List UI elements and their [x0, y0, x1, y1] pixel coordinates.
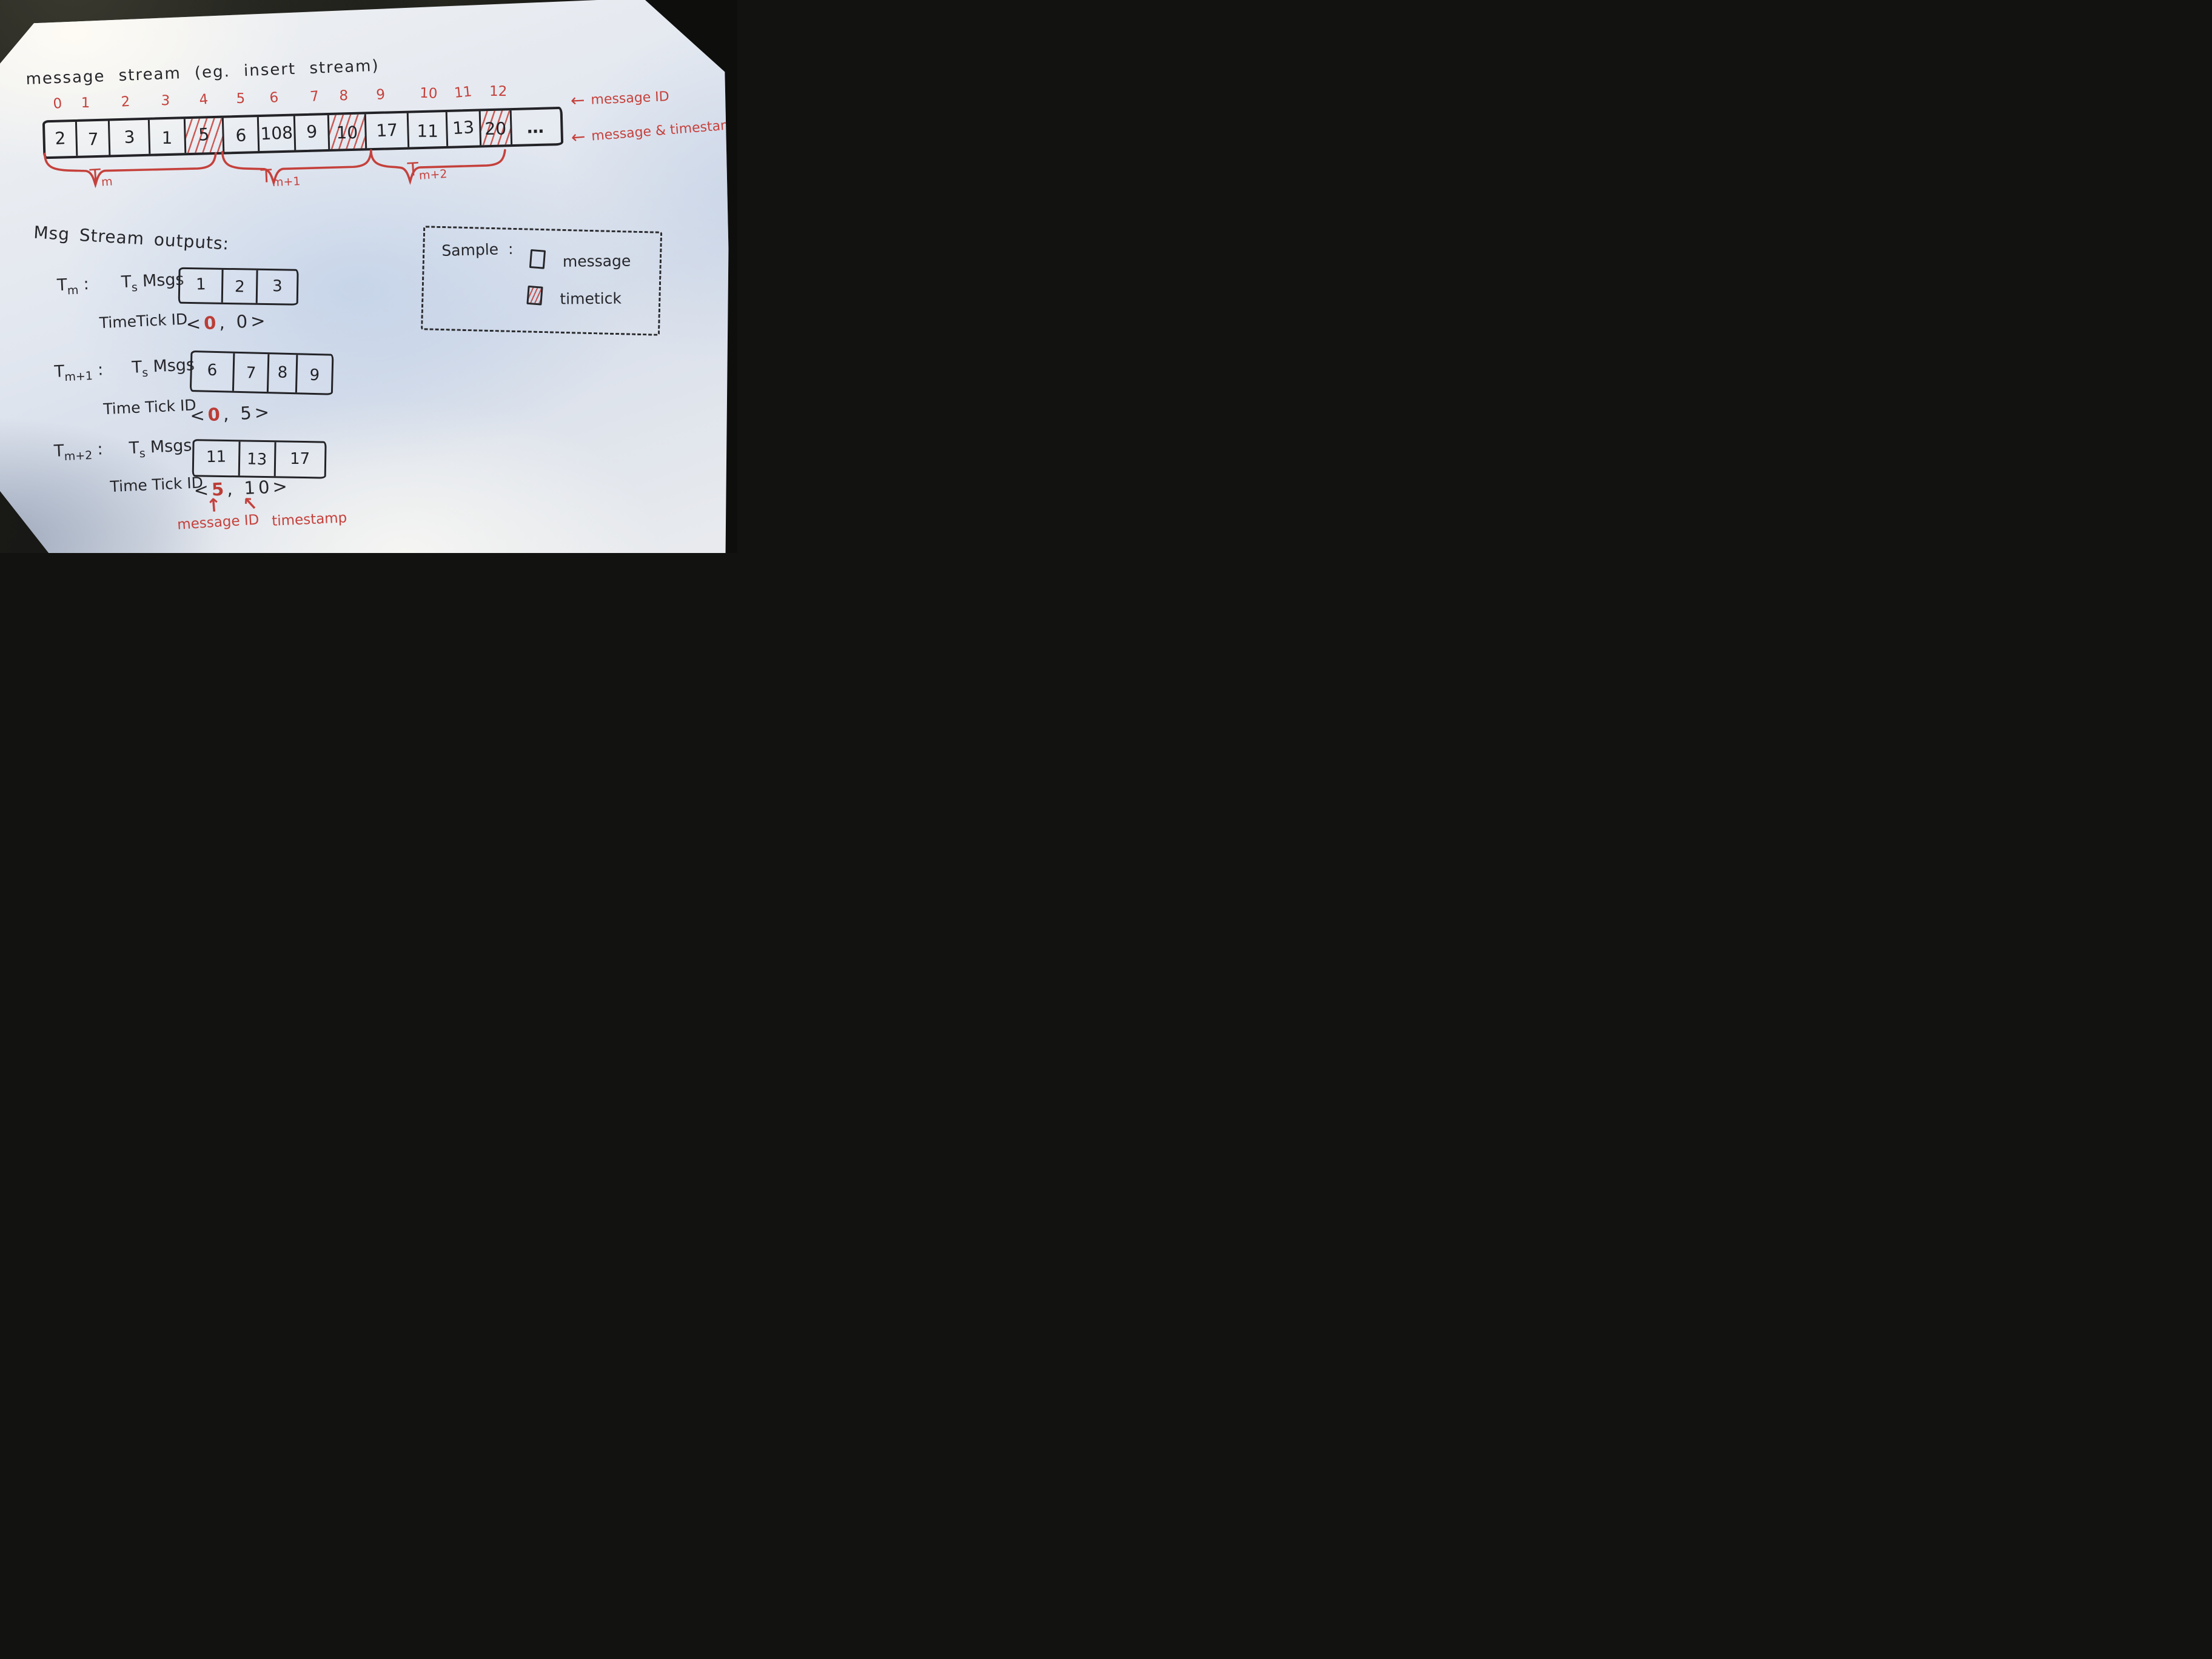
- output-msg-value: 13: [247, 450, 268, 469]
- window-braces: [44, 149, 506, 189]
- legend-message-label: message: [562, 252, 631, 270]
- output-msg-value: 8: [277, 363, 288, 382]
- timetick-id-value: <0, 5>: [190, 401, 273, 426]
- tick-close-bracket: >: [272, 475, 291, 497]
- ts-msgs-label-rest: Msgs: [144, 436, 193, 457]
- output-msg-cell: 3: [255, 270, 297, 304]
- tick-comma: ,: [226, 478, 245, 500]
- window-brace: [221, 150, 372, 187]
- ts-msgs-label-base: T: [129, 438, 140, 458]
- tick-message-id: 0: [203, 312, 220, 334]
- output-msg-cell: 11: [194, 441, 239, 475]
- output-window-label: Tm+2 :: [53, 440, 103, 464]
- output-row: Tm : Ts Msgs 1 2 3 TimeTick ID <0, 0>: [0, 0, 728, 335]
- tick-close-bracket: >: [253, 401, 273, 423]
- tick-message-id: 0: [207, 404, 224, 426]
- output-msg-value: 9: [309, 366, 320, 385]
- output-window-label-sub: m: [67, 283, 79, 298]
- up-arrow-icon: ↑: [205, 494, 223, 517]
- timetick-id-value: <0, 0>: [186, 310, 269, 334]
- output-window-label: Tm+1 :: [54, 360, 104, 384]
- output-msg-cell: 1: [180, 269, 222, 303]
- output-msg-cell: 2: [221, 269, 256, 303]
- ts-msgs-label: Ts Msgs: [121, 270, 184, 295]
- output-msg-cell: 17: [273, 442, 325, 477]
- output-msg-cell: 6: [192, 352, 233, 391]
- output-window-label-sub: m+1: [64, 369, 93, 384]
- tick-timestamp: 0: [235, 310, 251, 332]
- output-window-label-sub: m+2: [64, 449, 93, 464]
- output-msg-cell: 9: [295, 355, 332, 394]
- ts-msgs-label-base: T: [121, 272, 132, 292]
- output-msgs-box: 11 13 17: [192, 439, 327, 479]
- output-window-label-colon: :: [92, 440, 104, 459]
- output-msg-cell: 8: [266, 354, 297, 393]
- sample-legend-box: Sample : message timetick: [421, 226, 663, 336]
- ts-msgs-label: Ts Msgs: [129, 436, 192, 461]
- timetick-id-label: TimeTick ID: [99, 310, 188, 332]
- tick-timestamp: 5: [240, 402, 255, 424]
- output-window-label: Tm :: [56, 275, 89, 298]
- timetick-cell-icon: [526, 285, 543, 306]
- tick-close-bracket: >: [250, 310, 269, 332]
- output-msgs-box: 1 2 3: [178, 267, 299, 306]
- output-msg-value: 7: [245, 364, 256, 383]
- ts-msgs-label-rest: Msgs: [147, 355, 195, 377]
- message-cell-icon: [529, 249, 546, 269]
- output-msg-value: 1: [195, 275, 206, 294]
- output-window-label-colon: :: [78, 274, 90, 294]
- ts-msgs-label: Ts Msgs: [132, 355, 195, 380]
- legend-title: Sample :: [441, 240, 514, 260]
- tick-comma: ,: [223, 403, 241, 424]
- ts-msgs-label-rest: Msgs: [136, 270, 185, 291]
- output-msg-value: 11: [206, 447, 227, 467]
- timetick-id-label: Time Tick ID: [109, 474, 204, 496]
- output-msg-value: 6: [207, 361, 218, 380]
- output-msg-cell: 13: [238, 441, 275, 477]
- legend-timetick-label: timetick: [560, 289, 622, 308]
- output-window-label-base: T: [56, 275, 68, 295]
- output-msg-value: 17: [290, 449, 310, 468]
- timetick-id-label: Time Tick ID: [102, 396, 197, 418]
- output-window-label-base: T: [53, 362, 65, 381]
- output-msgs-box: 6 7 8 9: [189, 350, 334, 395]
- output-row: Tm+1 : Ts Msgs 6 7 8 9 Time Tick ID <0, 5>: [0, 0, 728, 426]
- tick-comma: ,: [218, 311, 237, 333]
- window-brace: [370, 149, 506, 185]
- output-window-label-base: T: [53, 441, 65, 461]
- output-msg-cell: 7: [232, 353, 268, 392]
- ts-msgs-label-base: T: [131, 358, 142, 377]
- tick-open-bracket: <: [186, 313, 204, 335]
- tick-open-bracket: <: [189, 404, 209, 426]
- output-msg-value: 2: [234, 278, 245, 297]
- output-window-label-colon: :: [92, 360, 104, 380]
- window-brace: [44, 152, 217, 189]
- output-msg-value: 3: [272, 277, 283, 296]
- output-row: Tm+2 : Ts Msgs 11 13 17 Time Tick ID <5, 10>: [0, 0, 728, 501]
